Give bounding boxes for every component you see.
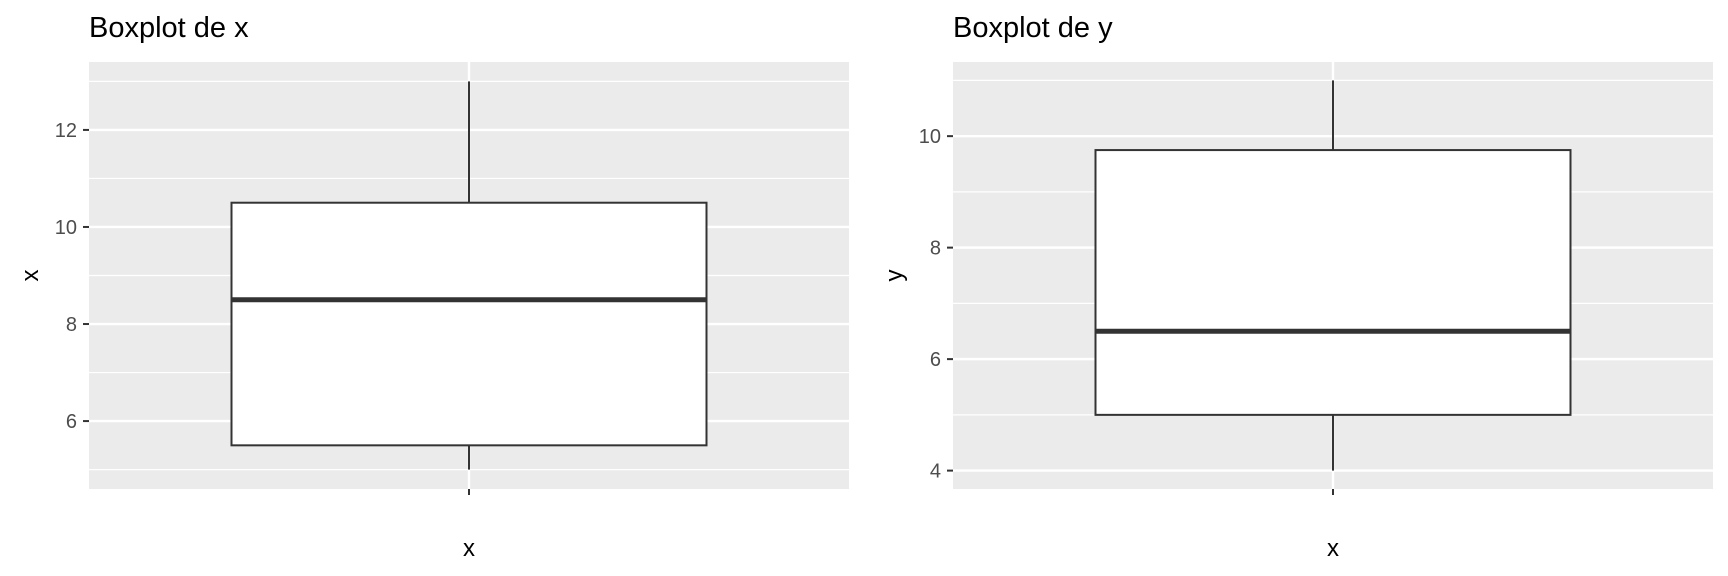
boxplot-y-panel: Boxplot de y 4 6 8 10 x y bbox=[864, 0, 1728, 576]
boxplot-y-svg: 4 6 8 10 x y bbox=[881, 62, 1713, 562]
chart-title: Boxplot de x bbox=[89, 12, 249, 44]
y-tick-label: 4 bbox=[930, 461, 941, 483]
y-tick-label: 12 bbox=[55, 120, 77, 142]
y-tick-label: 8 bbox=[930, 238, 941, 260]
y-axis-title: x bbox=[17, 270, 44, 282]
x-axis-title: x bbox=[1327, 535, 1339, 562]
box-iqr bbox=[1094, 149, 1572, 416]
y-tick-label: 10 bbox=[919, 126, 941, 148]
chart-title: Boxplot de y bbox=[953, 12, 1113, 44]
boxplot-x-svg: 6 8 10 12 x x bbox=[17, 62, 849, 562]
box-iqr bbox=[230, 201, 708, 447]
y-tick-label: 8 bbox=[66, 314, 77, 336]
y-axis-title: y bbox=[881, 270, 908, 282]
y-tick-label: 10 bbox=[55, 217, 77, 239]
boxplot-x-panel: Boxplot de x 6 8 10 12 x x bbox=[17, 12, 849, 562]
y-tick-label: 6 bbox=[930, 349, 941, 371]
y-tick-label: 6 bbox=[66, 411, 77, 433]
x-axis-title: x bbox=[463, 535, 475, 562]
